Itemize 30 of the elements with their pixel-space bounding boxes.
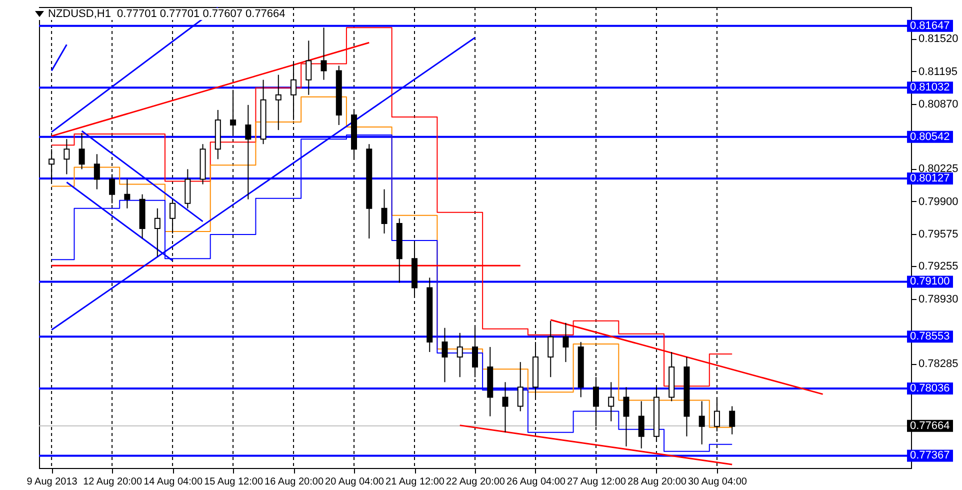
x-tick-label: 28 Aug 20:00: [627, 476, 687, 488]
ref-line-label: 0.80542: [910, 130, 950, 143]
x-tick-label: 21 Aug 12:00: [386, 476, 445, 488]
y-tick-label: 0.81520: [918, 33, 958, 46]
ref-line-label: 0.79100: [910, 276, 950, 288]
x-tick-label: 27 Aug 12:00: [567, 476, 626, 488]
y-tick-label: 0.80870: [918, 98, 958, 110]
ref-line-label: 0.77664: [910, 420, 950, 432]
x-tick-label: 14 Aug 04:00: [144, 476, 203, 488]
x-tick-label: 20 Aug 04:00: [325, 476, 384, 488]
chart-title: NZDUSD,H1 0.77701 0.77701 0.77607 0.77664: [48, 8, 286, 20]
ref-line-label: 0.80127: [910, 172, 950, 185]
ref-line-label: 0.81032: [910, 82, 950, 94]
x-tick-label: 22 Aug 20:00: [446, 476, 506, 488]
x-tick-label: 16 Aug 20:00: [264, 476, 324, 488]
x-tick-label: 26 Aug 04:00: [506, 476, 566, 488]
ref-line-label: 0.77367: [910, 450, 950, 462]
y-tick-label: 0.78285: [918, 358, 958, 370]
x-tick-label: 30 Aug 04:00: [688, 476, 748, 488]
x-tick-label: 9 Aug 2013: [26, 476, 78, 488]
y-tick-label: 0.79255: [918, 260, 958, 273]
y-tick-label: 0.79575: [918, 228, 958, 240]
y-tick-label: 0.79900: [918, 196, 958, 208]
y-tick-label: 0.81195: [918, 66, 958, 78]
ref-line-label: 0.78553: [910, 330, 950, 343]
x-tick-label: 15 Aug 12:00: [204, 476, 264, 488]
y-tick-label: 0.78930: [918, 293, 958, 306]
x-tick-label: 12 Aug 20:00: [83, 476, 142, 488]
ref-line-label: 0.78036: [910, 382, 950, 395]
ref-line-label: 0.81647: [910, 20, 950, 32]
